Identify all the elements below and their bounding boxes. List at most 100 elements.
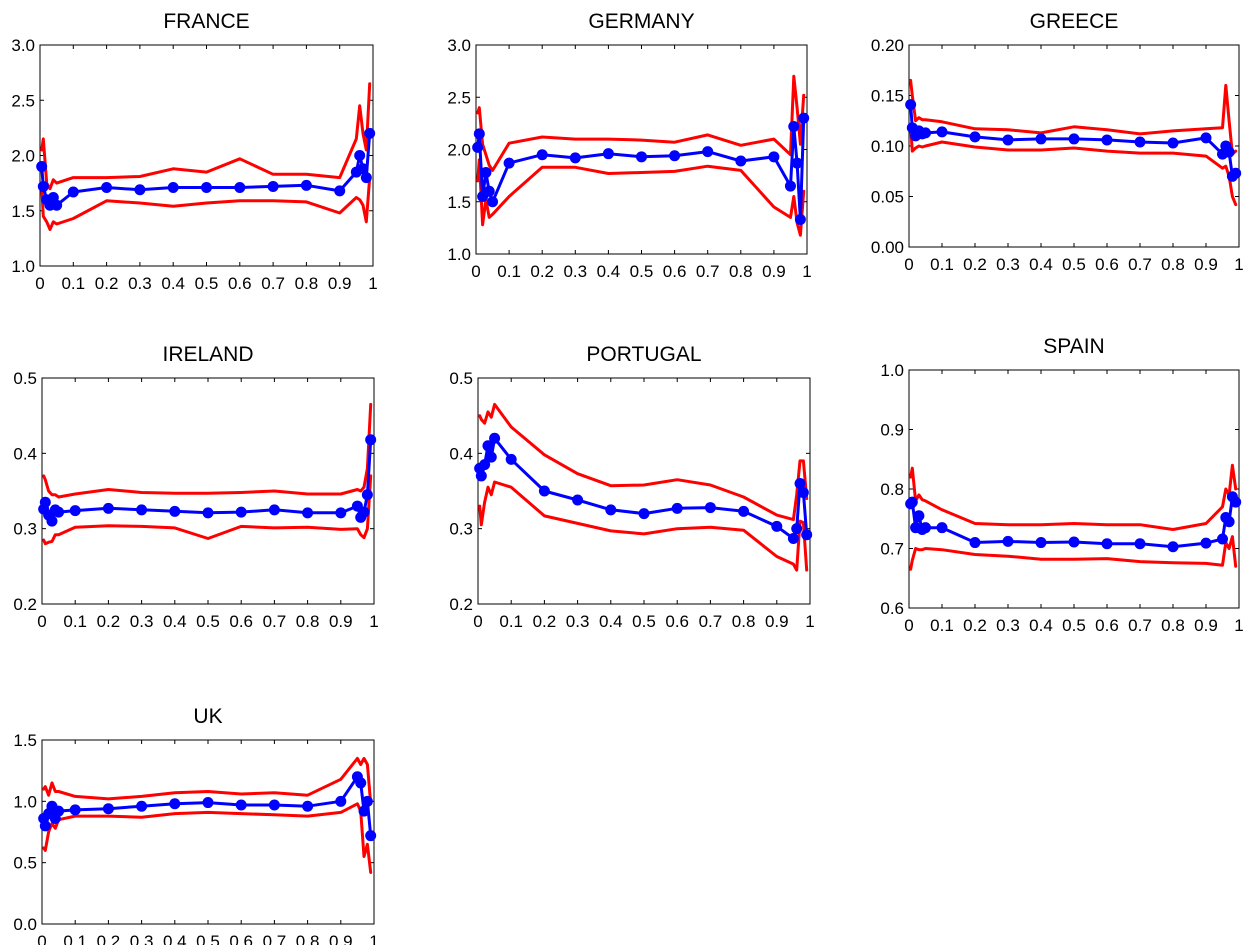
data-point: [1002, 535, 1014, 547]
chart-title: IRELAND: [162, 343, 253, 366]
data-point: [1101, 538, 1113, 550]
y-tick-label: 0.00: [871, 238, 904, 257]
data-point: [905, 99, 917, 111]
x-tick-label: 0: [904, 616, 913, 635]
x-tick-label: 0.2: [533, 612, 557, 631]
x-tick-label: 0.6: [665, 612, 689, 631]
data-point: [472, 141, 484, 153]
series-line-upper-band: [476, 74, 806, 172]
series-line-upper-band: [40, 82, 372, 191]
x-tick-label: 0.1: [63, 612, 87, 631]
x-tick-label: 0.8: [729, 262, 753, 281]
series-line-lower-band: [909, 535, 1238, 571]
x-tick-label: 0.3: [566, 612, 590, 631]
data-point: [602, 148, 614, 160]
series-line-upper-band: [478, 402, 809, 522]
data-point: [136, 504, 148, 516]
data-point: [53, 506, 65, 518]
data-point: [536, 149, 548, 161]
data-point: [46, 515, 58, 527]
chart-title: GERMANY: [588, 10, 694, 33]
data-point: [201, 182, 212, 194]
data-point: [787, 532, 799, 544]
y-tick-label: 0.3: [13, 520, 37, 539]
series-line-lower-band: [476, 158, 806, 237]
data-point: [51, 199, 63, 211]
data-point: [1134, 136, 1146, 148]
chart-title: FRANCE: [163, 10, 249, 33]
x-tick-label: 1: [369, 612, 378, 631]
y-tick-label: 1.0: [447, 245, 471, 264]
data-point: [505, 453, 517, 465]
y-tick-label: 0.2: [449, 595, 473, 614]
chart-title: GREECE: [1030, 10, 1119, 33]
series-line-lower-band: [42, 474, 373, 546]
x-tick-label: 0.4: [1029, 255, 1053, 274]
x-tick-label: 0.1: [63, 932, 87, 945]
y-tick-label: 3.0: [11, 36, 35, 55]
data-point: [358, 805, 370, 817]
data-point: [473, 128, 485, 140]
x-tick-label: 0.3: [996, 255, 1020, 274]
x-tick-label: 0: [473, 612, 482, 631]
data-point: [69, 505, 81, 517]
data-point: [605, 504, 617, 516]
data-point: [1101, 134, 1113, 146]
data-point: [335, 507, 347, 519]
x-tick-label: 0.7: [263, 612, 287, 631]
x-tick-label: 1: [1234, 616, 1243, 635]
y-tick-label: 0.15: [871, 87, 904, 106]
y-tick-label: 1.5: [11, 202, 35, 221]
x-tick-label: 1: [369, 932, 378, 945]
series-line-lower-band: [40, 176, 372, 231]
x-tick-label: 1: [805, 612, 814, 631]
data-point: [794, 214, 806, 226]
data-point: [771, 520, 783, 532]
series-line-lower-band: [909, 124, 1238, 207]
data-point: [1223, 146, 1235, 158]
x-tick-label: 0.6: [1095, 255, 1119, 274]
x-tick-label: 0.3: [130, 612, 154, 631]
data-point: [365, 434, 377, 446]
data-point: [334, 185, 346, 197]
x-tick-label: 0.1: [930, 255, 954, 274]
data-point: [480, 166, 492, 178]
data-point: [268, 799, 280, 811]
data-point: [702, 146, 714, 158]
data-point: [906, 496, 918, 508]
data-point: [39, 496, 51, 508]
data-point: [102, 803, 114, 815]
series-line-lower-band: [42, 802, 373, 874]
data-point: [1068, 133, 1080, 145]
x-tick-label: 0.1: [499, 612, 523, 631]
axes-frame: [41, 739, 375, 925]
x-tick-label: 0: [37, 932, 46, 945]
x-tick-label: 0.2: [97, 932, 121, 945]
data-point: [335, 795, 347, 807]
x-tick-label: 0.7: [263, 932, 287, 945]
data-point: [361, 795, 373, 807]
data-point: [202, 507, 214, 519]
x-tick-label: 0.5: [632, 612, 656, 631]
data-point: [569, 152, 581, 164]
x-tick-label: 0.8: [295, 274, 319, 293]
data-point: [267, 180, 279, 192]
y-tick-label: 0.20: [871, 36, 904, 55]
data-point: [669, 150, 681, 162]
data-point: [489, 432, 501, 444]
x-tick-label: 0.9: [329, 932, 353, 945]
x-tick-label: 0.8: [1161, 255, 1185, 274]
x-tick-label: 0.8: [732, 612, 756, 631]
chart-title: SPAIN: [1043, 335, 1104, 358]
y-tick-label: 0.5: [449, 369, 473, 388]
data-point: [234, 182, 246, 194]
data-point: [53, 805, 65, 817]
data-point: [355, 777, 367, 789]
data-point: [969, 537, 981, 549]
series-line-upper-band: [42, 402, 373, 499]
data-point: [1217, 533, 1228, 545]
